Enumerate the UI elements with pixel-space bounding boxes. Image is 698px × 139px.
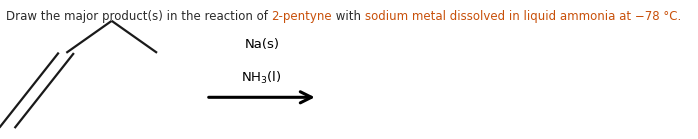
Text: sodium metal dissolved in liquid ammonia at −78 °C.: sodium metal dissolved in liquid ammonia… xyxy=(364,10,681,23)
Text: NH$_3$(l): NH$_3$(l) xyxy=(242,70,282,86)
Text: with: with xyxy=(332,10,364,23)
Text: Draw the major product(s) in the reaction of: Draw the major product(s) in the reactio… xyxy=(6,10,272,23)
Text: Na(s): Na(s) xyxy=(244,38,279,51)
Text: 2-pentyne: 2-pentyne xyxy=(272,10,332,23)
